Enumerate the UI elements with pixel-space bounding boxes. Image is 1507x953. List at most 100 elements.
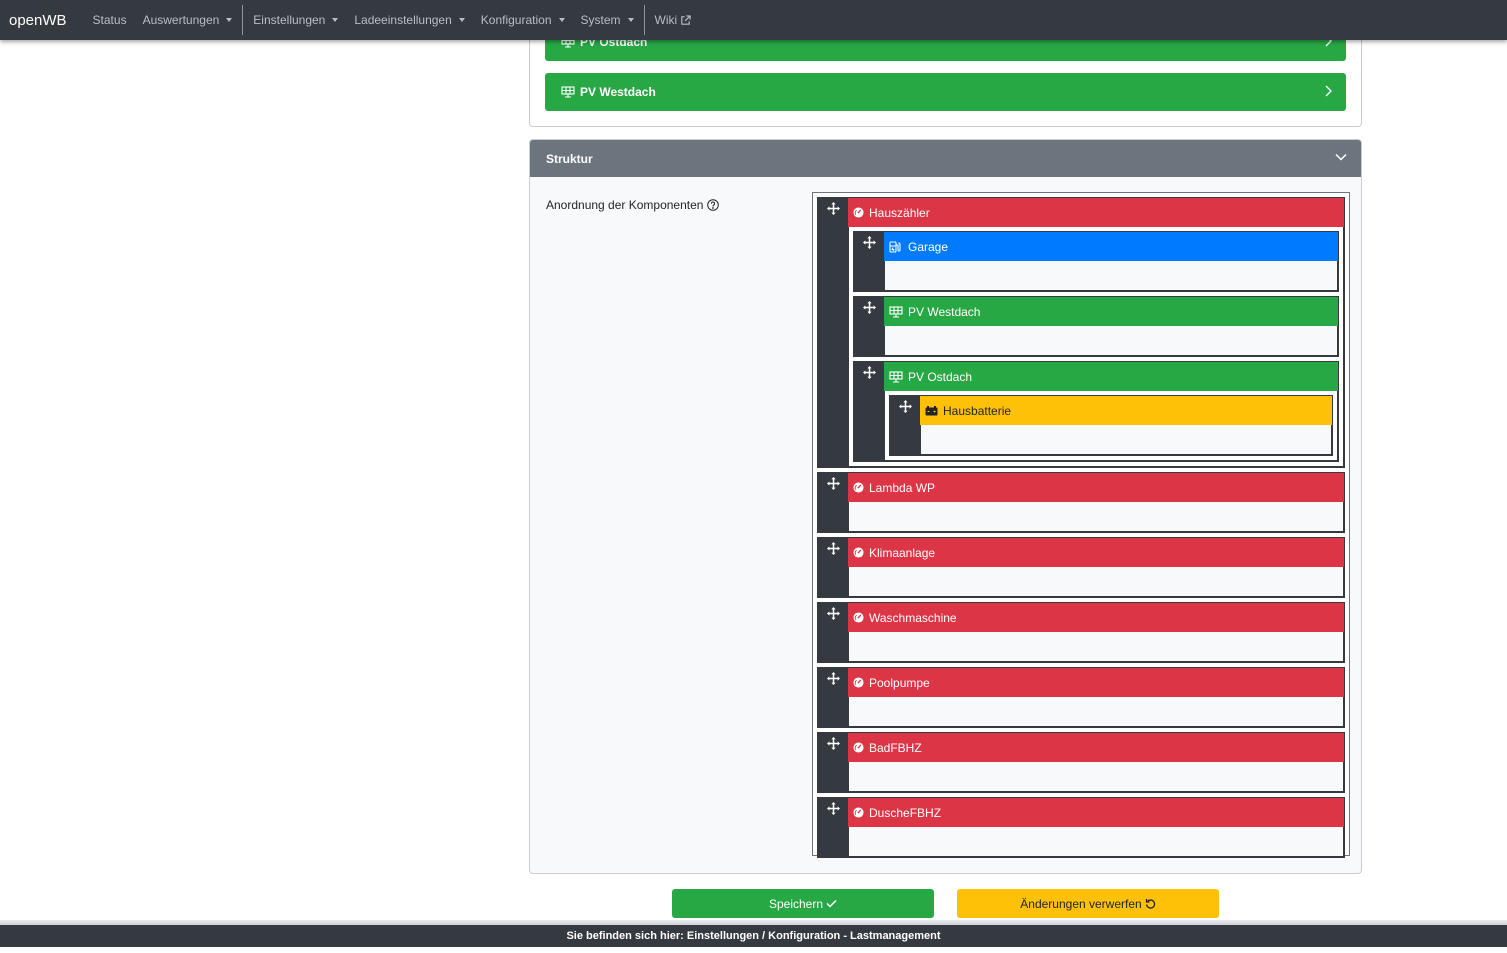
nav-ladeeinstellungen-label: Ladeeinstellungen <box>354 13 452 27</box>
tree-node-label: Hausbatterie <box>943 403 1012 418</box>
tree-node-pv-westdach: PV Westdach <box>853 296 1339 357</box>
move-icon <box>862 366 876 461</box>
tree-node-label: DuscheFBHZ <box>869 805 942 820</box>
move-icon <box>862 236 876 291</box>
tree-node-header[interactable]: Hauszähler <box>848 198 1344 227</box>
move-icon <box>826 802 840 857</box>
drag-handle[interactable] <box>854 232 884 291</box>
nav-einstellungen[interactable]: Einstellungen <box>245 0 346 40</box>
nav-divider <box>643 5 645 35</box>
tree-node-duschefbhz: DuscheFBHZ <box>817 797 1345 858</box>
help-icon[interactable] <box>707 199 720 211</box>
tree-node-header[interactable]: Poolpumpe <box>848 668 1344 697</box>
tree-node-waschmaschine: Waschmaschine <box>817 602 1345 663</box>
drag-handle[interactable] <box>818 798 848 857</box>
tree-node-header[interactable]: PV Westdach <box>884 297 1338 326</box>
drag-handle[interactable] <box>818 473 848 532</box>
caret-down-icon <box>226 18 233 22</box>
move-icon <box>898 400 912 455</box>
component-item-pv-westdach[interactable]: PV Westdach <box>545 73 1346 111</box>
tree-node-dropzone <box>848 697 1344 727</box>
drag-handle[interactable] <box>854 362 884 461</box>
tree-node-label: BadFBHZ <box>869 740 922 755</box>
nav-system[interactable]: System <box>573 0 642 40</box>
nav-auswertungen-label: Auswertungen <box>142 13 220 27</box>
field-label-row: Anordnung der Komponenten <box>546 198 720 212</box>
tree-node-hausbatterie: Hausbatterie <box>889 395 1333 456</box>
drag-handle[interactable] <box>818 198 848 467</box>
move-icon <box>862 301 876 356</box>
meter-icon <box>853 807 864 818</box>
battery-icon <box>925 405 938 416</box>
tree-node-label: Garage <box>908 239 949 254</box>
save-button-label: Speichern <box>768 896 824 911</box>
nav-wiki[interactable]: Wiki <box>647 0 700 40</box>
nav-status[interactable]: Status <box>85 0 135 40</box>
meter-icon <box>853 677 864 688</box>
nav-einstellungen-label: Einstellungen <box>253 13 326 27</box>
tree-node-label: Lambda WP <box>869 480 936 495</box>
nav-konfiguration[interactable]: Konfiguration <box>473 0 573 40</box>
meter-icon <box>853 612 864 623</box>
chevron-right-icon <box>1325 85 1332 97</box>
move-icon <box>826 477 840 532</box>
nav-system-label: System <box>580 13 621 27</box>
drag-handle[interactable] <box>818 603 848 662</box>
meter-icon <box>853 547 864 558</box>
tree-node-dropzone <box>884 261 1338 291</box>
nav-ladeeinstellungen[interactable]: Ladeeinstellungen <box>346 0 472 40</box>
tree-node-header[interactable]: Waschmaschine <box>848 603 1344 632</box>
move-icon <box>826 737 840 792</box>
tree-node-header[interactable]: Garage <box>884 232 1338 261</box>
brand-logo[interactable]: openWB <box>9 11 67 29</box>
move-icon <box>826 202 840 467</box>
discard-button-label: Änderungen verwerfen <box>1020 896 1142 911</box>
solar-panel-icon <box>561 86 575 98</box>
move-icon <box>826 542 840 597</box>
tree-node-header[interactable]: DuscheFBHZ <box>848 798 1344 827</box>
caret-down-icon <box>627 18 634 22</box>
tree-node-label: PV Westdach <box>908 304 981 319</box>
tree-node-children: Hausbatterie <box>884 391 1338 461</box>
discard-changes-button[interactable]: Änderungen verwerfen <box>957 889 1219 918</box>
meter-icon <box>853 482 864 493</box>
tree-node-dropzone <box>884 326 1338 356</box>
caret-down-icon <box>458 18 465 22</box>
drag-handle[interactable] <box>890 396 920 455</box>
tree-node-dropzone <box>848 502 1344 532</box>
footer-breadcrumb: Sie befinden sich hier: Einstellungen / … <box>0 925 1507 947</box>
nav-auswertungen[interactable]: Auswertungen <box>135 0 241 40</box>
tree-node-dropzone <box>848 762 1344 792</box>
tree-node-klimaanlage: Klimaanlage <box>817 537 1345 598</box>
footer-bottom-strip <box>0 947 1507 953</box>
footer-shadow <box>0 920 1507 925</box>
tree-node-header[interactable]: Hausbatterie <box>920 396 1332 425</box>
struktur-card: Struktur Anordnung der Komponenten Hausz… <box>529 139 1362 874</box>
tree-node-label: Klimaanlage <box>869 545 936 560</box>
top-navbar: openWB Status Auswertungen Einstellungen… <box>0 0 1507 40</box>
nav-wiki-label: Wiki <box>654 13 678 27</box>
chevron-down-icon <box>1335 153 1347 161</box>
tree-node-header[interactable]: BadFBHZ <box>848 733 1344 762</box>
caret-down-icon <box>332 18 339 22</box>
tree-node-header[interactable]: PV Ostdach <box>884 362 1338 391</box>
meter-icon <box>853 207 864 218</box>
meter-icon <box>853 742 864 753</box>
tree-node-label: Waschmaschine <box>869 610 957 625</box>
tree-node-label: Poolpumpe <box>869 675 930 690</box>
charging-station-icon <box>889 240 903 253</box>
tree-node-header[interactable]: Lambda WP <box>848 473 1344 502</box>
struktur-title: Struktur <box>546 151 593 166</box>
save-button[interactable]: Speichern <box>672 889 934 918</box>
drag-handle[interactable] <box>854 297 884 356</box>
tree-node-header[interactable]: Klimaanlage <box>848 538 1344 567</box>
drag-handle[interactable] <box>818 668 848 727</box>
tree-node-children: Garage PV Westdach PV Ostdach Hausbatterie <box>848 227 1344 467</box>
drag-handle[interactable] <box>818 733 848 792</box>
breadcrumb-text: Sie befinden sich hier: Einstellungen / … <box>566 930 941 942</box>
drag-handle[interactable] <box>818 538 848 597</box>
tree-node-dropzone <box>920 425 1332 455</box>
struktur-card-header[interactable]: Struktur <box>530 140 1361 177</box>
tree-node-label: Hauszähler <box>869 205 930 220</box>
solar-panel-icon <box>889 370 903 383</box>
